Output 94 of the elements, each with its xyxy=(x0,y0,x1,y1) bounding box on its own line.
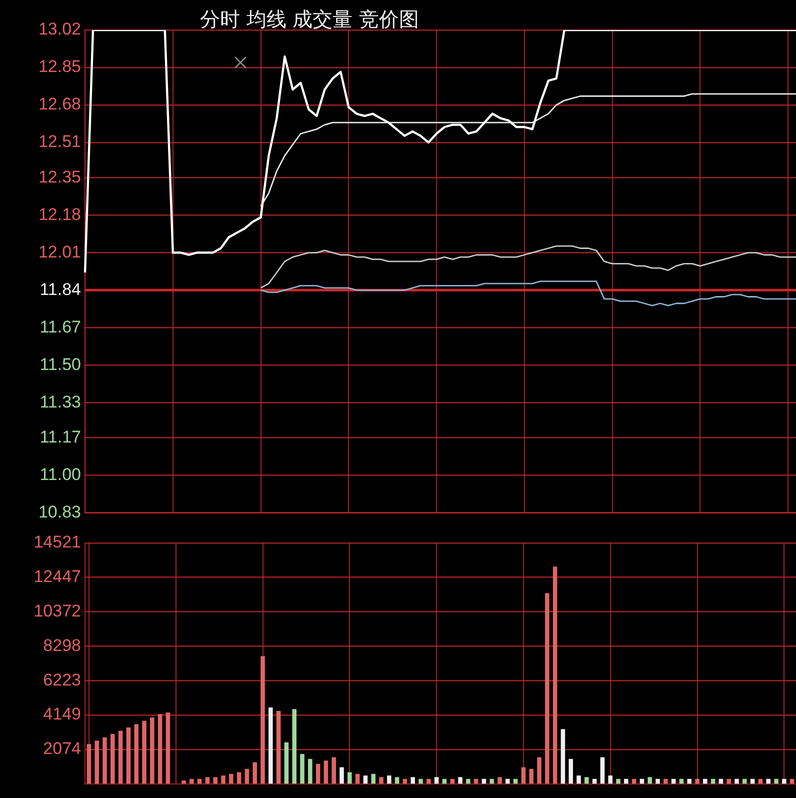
bar xyxy=(498,777,502,784)
y-tick-label: 6223 xyxy=(43,670,81,690)
bar xyxy=(134,724,138,784)
bar xyxy=(608,776,612,784)
bar xyxy=(205,777,210,784)
bar xyxy=(664,778,668,784)
bar xyxy=(229,774,234,784)
bar xyxy=(545,593,550,784)
y-tick-label: 14521 xyxy=(34,532,81,552)
bar xyxy=(616,778,620,784)
y-tick-label: 11.17 xyxy=(40,428,81,447)
bar xyxy=(648,777,652,784)
bar xyxy=(150,717,154,784)
bar xyxy=(703,778,708,784)
y-tick-label: 11.00 xyxy=(40,465,81,484)
bar xyxy=(276,710,281,784)
y-tick-label: 8298 xyxy=(43,636,81,655)
bar xyxy=(726,778,731,784)
y-tick-label: 11.67 xyxy=(40,317,81,336)
bar xyxy=(521,767,526,784)
y-tick-label: 2074 xyxy=(43,739,81,758)
bar xyxy=(340,767,344,784)
bar xyxy=(110,734,115,784)
y-tick-label: 10372 xyxy=(34,601,81,620)
y-tick-label: 11.33 xyxy=(40,392,81,412)
bar xyxy=(252,762,257,784)
bar xyxy=(126,727,131,784)
bar xyxy=(552,566,558,784)
bar xyxy=(600,757,605,784)
bar xyxy=(118,730,123,784)
bar xyxy=(324,760,328,784)
bar xyxy=(190,778,194,784)
bar xyxy=(466,778,470,784)
bar xyxy=(102,737,107,784)
bar xyxy=(158,714,162,784)
bar xyxy=(182,780,186,784)
y-tick-label: 13.02 xyxy=(38,20,81,39)
bar xyxy=(537,757,542,784)
bar xyxy=(260,656,265,784)
bar xyxy=(86,744,92,784)
bar xyxy=(782,778,786,784)
bar xyxy=(394,777,400,784)
y-tick-label: 4149 xyxy=(43,704,81,724)
bar xyxy=(766,778,770,784)
bar xyxy=(584,777,589,784)
bar xyxy=(529,768,534,784)
bar xyxy=(308,758,312,784)
bar xyxy=(774,778,778,784)
bar xyxy=(695,778,700,784)
y-tick-label: 12.01 xyxy=(38,242,81,262)
bar xyxy=(742,778,747,784)
bar xyxy=(410,777,415,784)
bar xyxy=(490,778,494,784)
bar xyxy=(387,776,392,784)
bar xyxy=(213,777,218,784)
bar xyxy=(426,778,431,784)
bar xyxy=(94,740,99,784)
y-tick-label: 12.68 xyxy=(38,94,81,114)
y-tick-label: 12.35 xyxy=(38,167,81,186)
y-tick-label: 12.18 xyxy=(38,204,81,224)
bar xyxy=(236,772,242,784)
bar xyxy=(284,742,289,784)
bar xyxy=(560,729,566,784)
bar xyxy=(142,720,146,784)
y-tick-label: 10.83 xyxy=(38,502,81,522)
y-tick-label: 12.51 xyxy=(38,132,81,152)
bar xyxy=(458,777,462,784)
bar xyxy=(687,778,692,784)
bar xyxy=(734,778,739,784)
bar xyxy=(434,777,439,784)
bar xyxy=(450,778,454,784)
bar xyxy=(268,708,273,784)
chart-title: 分时 均线 成交量 竞价图 xyxy=(200,6,420,33)
bar xyxy=(316,764,320,784)
bar xyxy=(418,778,423,784)
bar xyxy=(506,778,510,784)
bar xyxy=(292,709,296,784)
bar xyxy=(656,778,660,784)
bar xyxy=(300,754,304,784)
bar xyxy=(568,758,573,784)
bar xyxy=(624,778,628,784)
y-tick-label: 11.50 xyxy=(40,354,81,374)
bar xyxy=(576,776,581,784)
bar xyxy=(371,774,376,784)
y-tick-label: 11.84 xyxy=(40,280,81,299)
y-tick-label: 12447 xyxy=(34,567,81,586)
bar xyxy=(348,772,352,784)
bar xyxy=(332,757,336,784)
bar xyxy=(244,768,250,784)
bar xyxy=(166,712,170,784)
bar xyxy=(363,776,368,784)
y-tick-label: 12.85 xyxy=(38,57,81,76)
bar xyxy=(221,776,226,784)
bar xyxy=(379,777,384,784)
